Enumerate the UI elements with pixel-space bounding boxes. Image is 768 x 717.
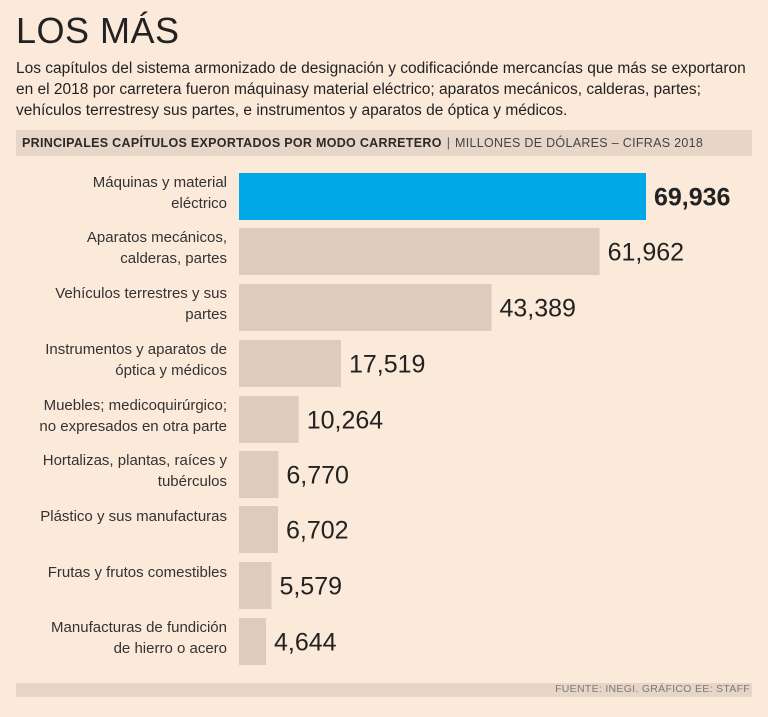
- chart-header-bar: PRINCIPALES CAPÍTULOS EXPORTADOS POR MOD…: [16, 130, 752, 156]
- bar-value-label-4: 10,264: [307, 407, 384, 435]
- bar-8: [239, 618, 267, 665]
- category-label-4: Muebles; medicoquirúrgico; no expresados …: [39, 397, 227, 435]
- chart-header-units: MILLONES DE DÓLARES – CIFRAS 2018: [454, 136, 704, 150]
- bar-0: [239, 173, 646, 220]
- bar-value-label-6: 6,702: [286, 517, 349, 545]
- bar-value-label-0: 69,936: [654, 184, 730, 212]
- chart-subtitle: Los capítulos del sistema armonizado de …: [16, 60, 746, 119]
- bar-1: [239, 228, 600, 275]
- category-label-6: Plástico y sus manufacturas: [40, 508, 227, 525]
- category-label-2: Vehículos terrestres y sus partes: [55, 285, 227, 323]
- bar-value-label-2: 43,389: [500, 295, 576, 323]
- bar-6: [239, 506, 279, 553]
- category-label-1: Aparatos mecánicos, calderas, partes: [87, 229, 227, 267]
- chart-header-title: PRINCIPALES CAPÍTULOS EXPORTADOS POR MOD…: [22, 136, 442, 150]
- bar-value-label-1: 61,962: [608, 239, 684, 267]
- chart-title: LOS MÁS: [16, 10, 180, 51]
- bar-5: [239, 451, 279, 498]
- bar-chart: 69,936 Máquinas y material eléctrico 61,962…: [39, 173, 730, 665]
- category-label-3: Instrumentos y aparatos de óptica y médic…: [45, 341, 227, 379]
- bar-7: [239, 562, 272, 609]
- bar-3: [239, 340, 341, 387]
- chart-header-separator: |: [446, 136, 450, 150]
- category-label-5: Hortalizas, plantas, raíces y tubérculos: [43, 452, 228, 490]
- bar-value-label-7: 5,579: [279, 573, 342, 601]
- category-label-7: Frutas y frutos comestibles: [48, 564, 227, 581]
- bar-value-label-5: 6,770: [286, 462, 349, 490]
- source-note: FUENTE: INEGI. GRÁFICO EE: STAFF: [555, 683, 750, 695]
- category-label-0: Máquinas y material eléctrico: [93, 174, 227, 212]
- bar-value-label-8: 4,644: [274, 629, 337, 657]
- bar-2: [239, 284, 492, 331]
- bar-4: [239, 396, 299, 443]
- footer-bar: [16, 683, 752, 697]
- bar-value-label-3: 17,519: [349, 351, 425, 379]
- category-label-8: Manufacturas de fundición de hierro o ace…: [51, 619, 227, 657]
